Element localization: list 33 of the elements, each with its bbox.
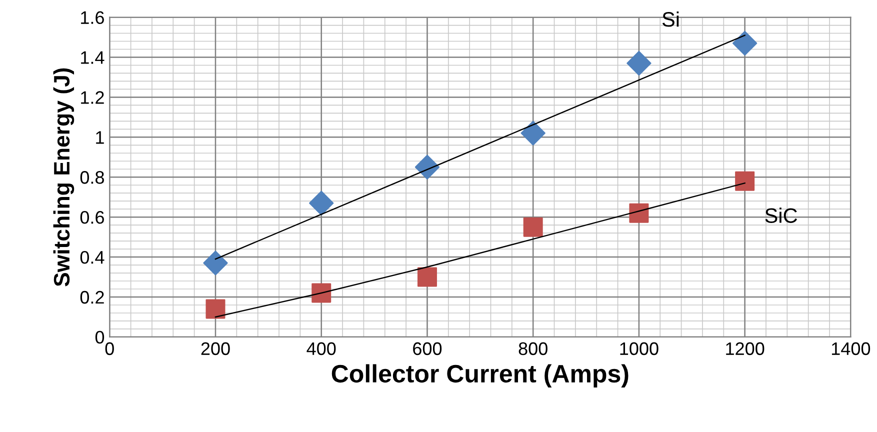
y-tick-label: 0.6 <box>80 211 104 224</box>
y-tick-label: 1.6 <box>81 11 104 24</box>
x-tick-label: 1400 <box>832 342 870 356</box>
y-tick-label: 1.4 <box>81 51 104 64</box>
point <box>203 250 228 276</box>
y-axis-title: Switching Energy (J) <box>53 68 74 286</box>
point <box>735 171 755 191</box>
point <box>520 120 546 146</box>
x-tick-label: 1000 <box>620 342 658 356</box>
series-label: SiC <box>765 208 798 223</box>
x-tick-label: 600 <box>413 342 442 356</box>
point <box>206 299 226 319</box>
point <box>417 267 437 287</box>
y-tick-label: 0 <box>95 330 104 344</box>
point <box>312 283 332 303</box>
x-axis-title: Collector Current (Amps) <box>332 364 628 388</box>
y-tick-label: 0.8 <box>80 171 104 184</box>
x-tick-label: 400 <box>306 342 336 356</box>
x-tick-label: 800 <box>518 342 548 356</box>
x-tick-label: 1200 <box>726 342 764 356</box>
x-tick-label: 200 <box>201 342 230 356</box>
point <box>414 154 440 180</box>
y-tick-label: 0.2 <box>80 290 104 304</box>
point <box>523 217 543 237</box>
series-label: Si <box>662 11 679 27</box>
point <box>626 50 652 76</box>
point <box>629 203 649 223</box>
point <box>309 190 334 216</box>
x-tick-label: 0 <box>105 342 114 356</box>
y-tick-label: 1 <box>96 131 104 144</box>
y-tick-label: 1.2 <box>81 91 104 104</box>
y-tick-label: 0.4 <box>80 250 104 264</box>
point <box>732 30 758 56</box>
